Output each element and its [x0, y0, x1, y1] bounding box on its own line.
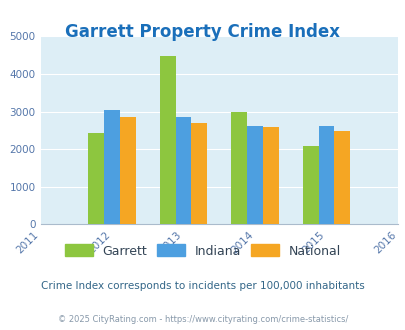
- Bar: [333, 131, 349, 224]
- Bar: [302, 146, 318, 224]
- Bar: [119, 117, 135, 224]
- Bar: [104, 110, 119, 224]
- Text: Crime Index corresponds to incidents per 100,000 inhabitants: Crime Index corresponds to incidents per…: [41, 281, 364, 291]
- Legend: Garrett, Indiana, National: Garrett, Indiana, National: [61, 241, 344, 261]
- Bar: [231, 112, 247, 224]
- Bar: [191, 123, 207, 224]
- Bar: [262, 127, 278, 224]
- Text: © 2025 CityRating.com - https://www.cityrating.com/crime-statistics/: © 2025 CityRating.com - https://www.city…: [58, 315, 347, 324]
- Bar: [175, 117, 191, 224]
- Bar: [318, 126, 333, 224]
- Bar: [88, 133, 104, 224]
- Bar: [160, 56, 175, 224]
- Bar: [247, 126, 262, 224]
- Text: Garrett Property Crime Index: Garrett Property Crime Index: [65, 23, 340, 41]
